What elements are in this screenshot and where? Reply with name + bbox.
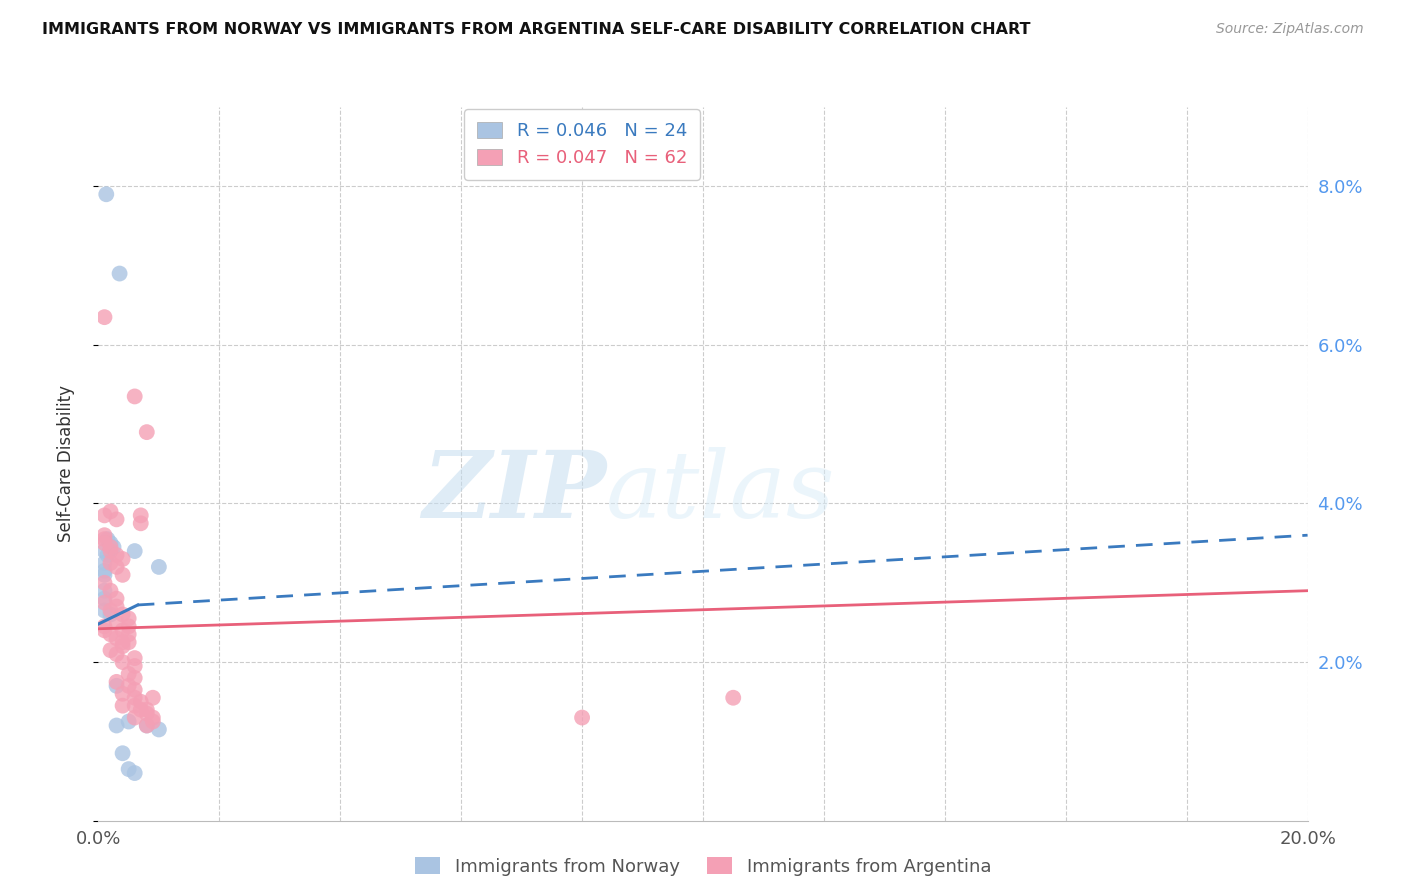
- Point: [118, 714, 141, 729]
- Point: [96, 548, 118, 562]
- Point: [105, 632, 128, 646]
- Point: [111, 687, 134, 701]
- Point: [118, 762, 141, 776]
- Point: [93, 575, 115, 590]
- Point: [111, 655, 134, 669]
- Point: [105, 615, 128, 630]
- Point: [93, 532, 115, 546]
- Point: [124, 389, 146, 403]
- Point: [124, 698, 146, 713]
- Point: [118, 667, 141, 681]
- Point: [93, 544, 115, 558]
- Point: [93, 603, 115, 617]
- Point: [148, 723, 170, 737]
- Point: [111, 624, 134, 638]
- Point: [93, 591, 115, 606]
- Point: [111, 607, 134, 622]
- Point: [118, 619, 141, 633]
- Point: [108, 267, 131, 281]
- Point: [105, 560, 128, 574]
- Point: [124, 682, 146, 697]
- Point: [118, 635, 141, 649]
- Point: [142, 690, 165, 705]
- Point: [124, 544, 146, 558]
- Point: [93, 583, 115, 598]
- Point: [111, 639, 134, 653]
- Point: [105, 674, 128, 689]
- Point: [96, 187, 118, 202]
- Point: [100, 556, 122, 570]
- Point: [105, 647, 128, 661]
- Point: [142, 714, 165, 729]
- Point: [124, 651, 146, 665]
- Point: [103, 540, 125, 554]
- Point: [100, 544, 122, 558]
- Point: [723, 690, 745, 705]
- Point: [93, 556, 115, 570]
- Point: [100, 540, 122, 554]
- Point: [93, 310, 115, 325]
- Point: [129, 516, 152, 531]
- Point: [135, 718, 157, 732]
- Point: [93, 528, 115, 542]
- Point: [105, 718, 128, 732]
- Point: [93, 567, 115, 582]
- Point: [129, 695, 152, 709]
- Point: [93, 596, 115, 610]
- Point: [142, 710, 165, 724]
- Point: [100, 504, 122, 518]
- Point: [93, 564, 115, 578]
- Point: [571, 710, 593, 724]
- Point: [105, 548, 128, 562]
- Point: [93, 619, 115, 633]
- Legend: Immigrants from Norway, Immigrants from Argentina: Immigrants from Norway, Immigrants from …: [408, 850, 998, 883]
- Point: [93, 536, 115, 550]
- Point: [124, 766, 146, 780]
- Point: [111, 635, 134, 649]
- Point: [105, 512, 128, 526]
- Point: [129, 703, 152, 717]
- Point: [135, 706, 157, 721]
- Point: [124, 710, 146, 724]
- Point: [129, 508, 152, 523]
- Text: IMMIGRANTS FROM NORWAY VS IMMIGRANTS FROM ARGENTINA SELF-CARE DISABILITY CORRELA: IMMIGRANTS FROM NORWAY VS IMMIGRANTS FRO…: [42, 22, 1031, 37]
- Point: [135, 703, 157, 717]
- Point: [96, 532, 118, 546]
- Point: [124, 671, 146, 685]
- Point: [118, 679, 141, 693]
- Point: [124, 659, 146, 673]
- Point: [100, 643, 122, 657]
- Point: [100, 603, 122, 617]
- Text: Source: ZipAtlas.com: Source: ZipAtlas.com: [1216, 22, 1364, 37]
- Point: [124, 690, 146, 705]
- Y-axis label: Self-Care Disability: Self-Care Disability: [56, 385, 75, 542]
- Point: [135, 718, 157, 732]
- Text: atlas: atlas: [606, 448, 835, 537]
- Point: [105, 679, 128, 693]
- Point: [111, 698, 134, 713]
- Point: [135, 425, 157, 439]
- Point: [105, 591, 128, 606]
- Point: [111, 567, 134, 582]
- Point: [148, 560, 170, 574]
- Point: [105, 599, 128, 614]
- Point: [118, 627, 141, 641]
- Point: [100, 583, 122, 598]
- Point: [93, 624, 115, 638]
- Point: [111, 552, 134, 566]
- Point: [100, 536, 122, 550]
- Point: [118, 611, 141, 625]
- Point: [100, 627, 122, 641]
- Point: [111, 746, 134, 760]
- Point: [93, 508, 115, 523]
- Point: [100, 607, 122, 622]
- Text: ZIP: ZIP: [422, 448, 606, 537]
